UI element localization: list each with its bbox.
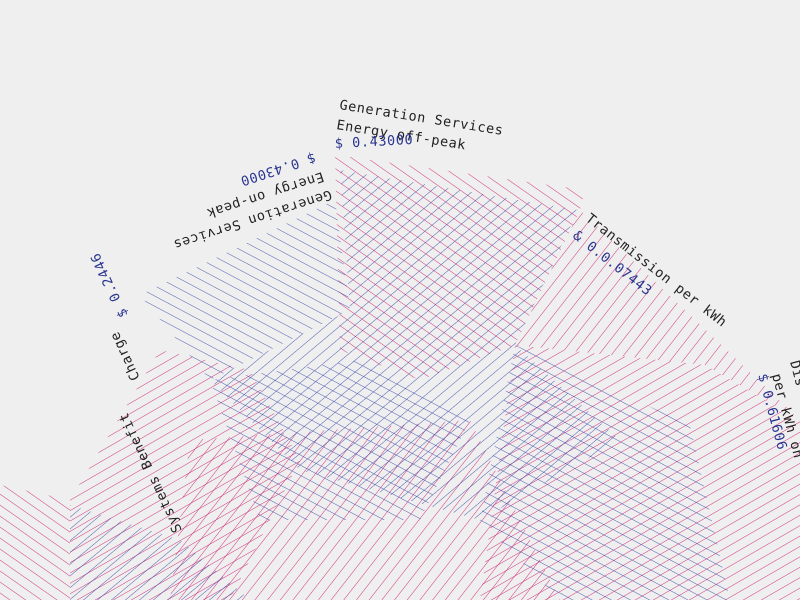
segment-inner-blue — [210, 360, 470, 520]
sbc-line2: Charge — [107, 329, 144, 383]
segment-left-edge — [0, 485, 70, 600]
segment-generation-on-peak — [140, 200, 350, 380]
hatch-layer — [0, 155, 800, 600]
segment-left-blue — [70, 505, 250, 600]
segment-right-blue — [480, 345, 730, 600]
segment-transmission — [515, 210, 800, 420]
gen-off-value: $ 0.43000 — [334, 132, 413, 152]
label-gen-off: Generation Services Energy off-peak $ 0.… — [334, 97, 504, 153]
dist-line1: Dis — [786, 359, 800, 388]
sbc-value: $ 0.2446 — [88, 250, 132, 320]
